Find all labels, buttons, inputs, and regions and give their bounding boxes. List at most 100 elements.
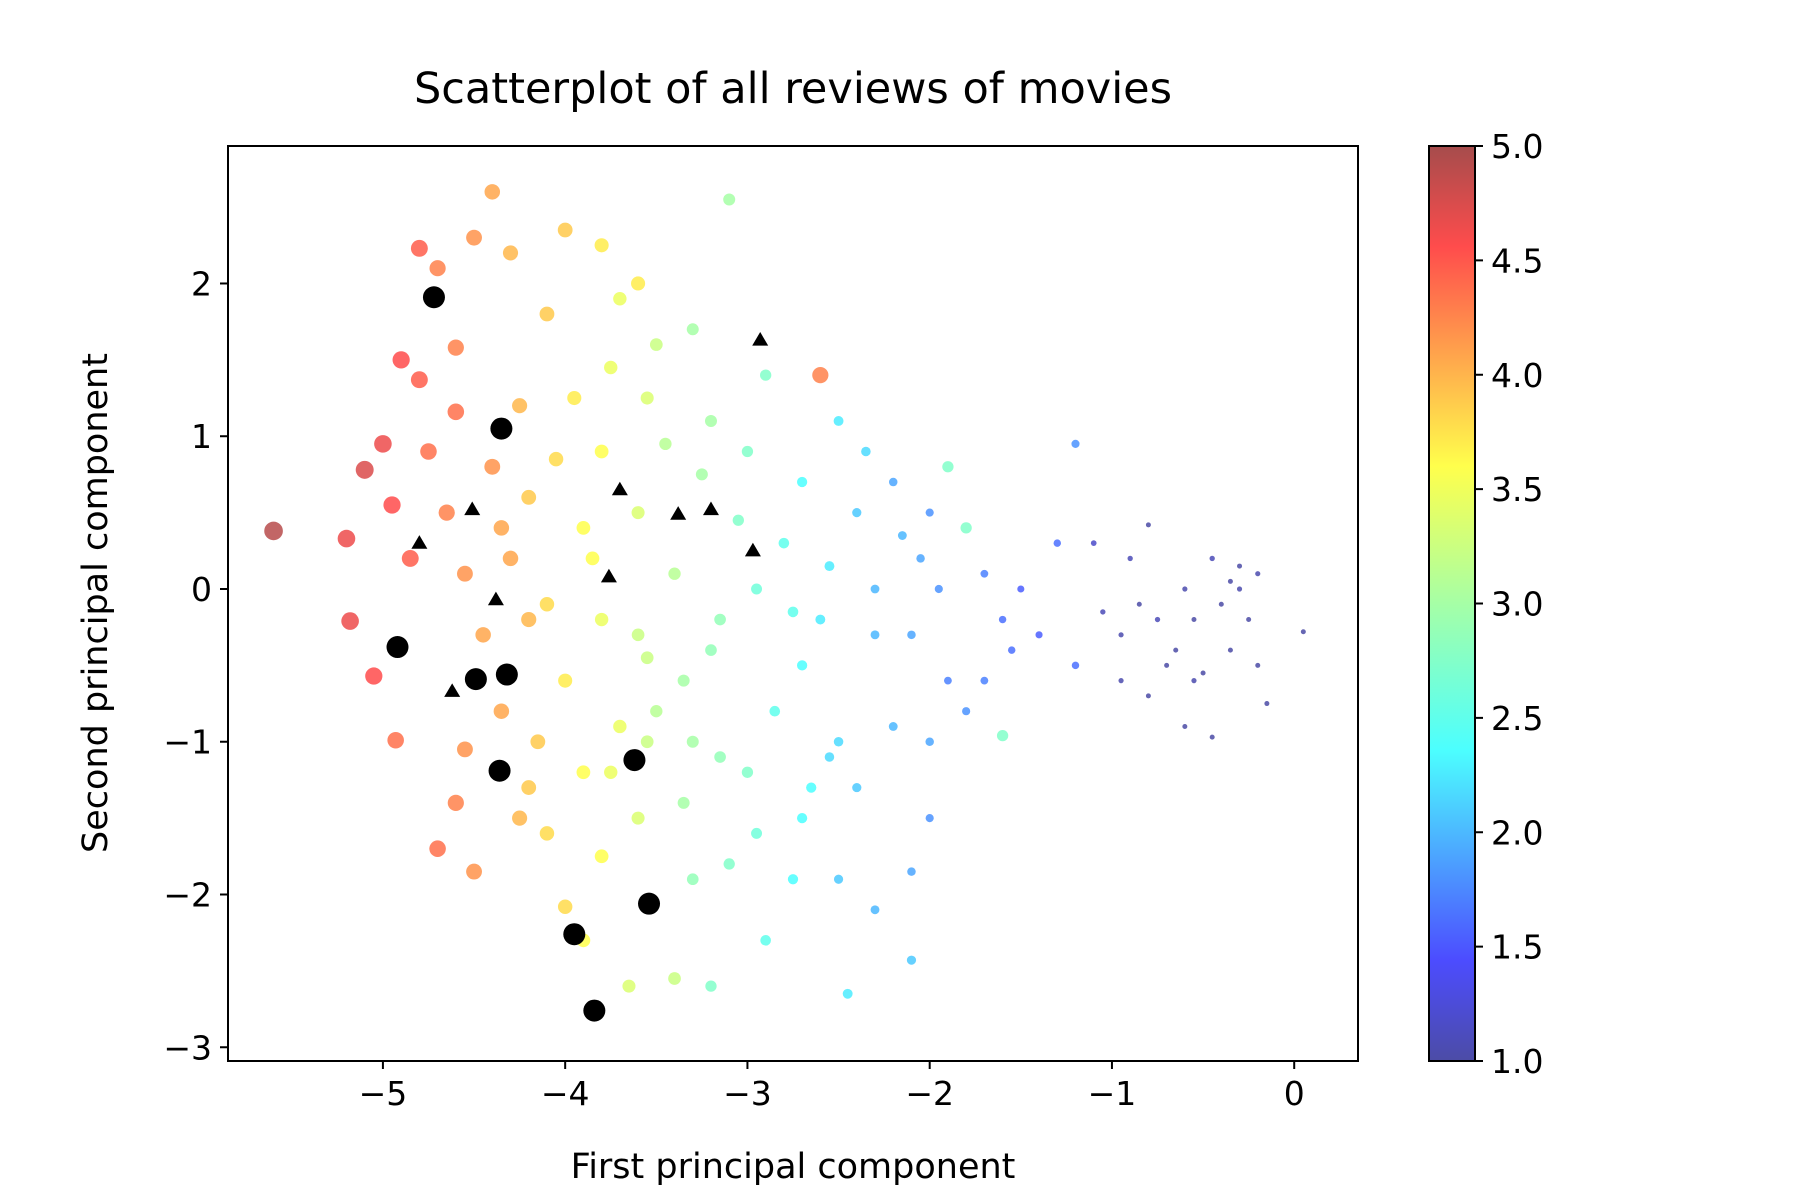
data-point [659,437,672,451]
data-point [604,765,618,779]
data-point [686,873,699,886]
highlight-point [422,286,445,309]
data-point [787,606,799,618]
data-point [996,729,1009,742]
data-point [512,398,528,414]
data-point [760,369,772,381]
data-point [751,827,763,839]
data-point [502,550,519,567]
highlight-point [495,663,518,686]
data-point [558,673,573,688]
data-point [521,489,537,505]
data-point [907,867,916,876]
colorbar-tick-label: 4.5 [1491,241,1543,280]
data-point [631,811,645,825]
data-point [1182,586,1188,592]
data-point [484,184,501,200]
data-point [704,414,717,427]
colorbar-axis: 1.0 1.5 2.0 2.5 3.0 3.5 4.0 4.5 5.0 [1475,127,1543,1081]
data-point [1145,693,1151,699]
data-point [833,416,844,426]
data-point [824,561,835,572]
data-point [861,446,871,457]
x-tick-label: −4 [541,1074,590,1113]
triangle-marker [487,591,504,606]
data-point [1191,617,1197,623]
data-point [1127,555,1133,562]
data-point [447,339,464,356]
data-point [723,193,736,206]
data-point [787,874,799,885]
data-point [420,443,437,460]
data-point [925,508,934,517]
x-tick-label: −5 [359,1074,408,1113]
data-point [649,338,663,351]
data-point [897,531,907,540]
data-point [1164,662,1170,668]
data-point [410,371,428,389]
x-tick-label: 0 [1284,1074,1305,1113]
data-point [613,292,627,306]
colorbar-tick-label: 4.0 [1491,356,1543,395]
data-point [1227,578,1233,584]
data-point [1118,678,1124,684]
data-point [1145,522,1151,528]
data-point [962,707,971,716]
data-point [1237,563,1243,569]
data-point [337,529,356,548]
data-point [812,367,829,384]
data-point [365,667,383,685]
colorbar-tick-label: 2.5 [1491,699,1543,738]
y-tick-label: −3 [163,1028,212,1067]
data-point [842,988,853,999]
data-point [1191,678,1197,684]
y-tick-label: −2 [163,875,212,914]
data-point [631,628,645,642]
data-point [1154,616,1161,623]
x-axis: −5 −4 −3 −2 −1 0 [359,1061,1305,1113]
data-point [640,391,654,405]
data-point [567,390,582,406]
data-point [640,651,654,665]
data-point [1236,586,1243,592]
highlight-point [490,417,513,440]
data-point [925,814,934,823]
data-point [521,611,537,628]
data-point [557,899,573,914]
highlight-point [638,892,661,915]
data-point [438,504,455,521]
y-tick-label: 2 [191,264,212,303]
data-point [502,245,519,261]
data-point [475,627,491,643]
colorbar [1428,145,1476,1062]
data-point [512,810,528,826]
highlight-point [563,923,586,946]
data-point [1255,571,1261,577]
data-point [1017,585,1025,593]
data-point [714,751,726,763]
data-point [1182,723,1188,729]
data-point [576,521,591,535]
data-point [888,722,898,731]
data-point [383,496,401,514]
data-point [944,676,952,685]
data-point [447,403,465,421]
data-point [705,980,717,992]
data-point [1071,439,1080,448]
x-tick-label: −2 [905,1074,954,1113]
data-point [686,323,699,336]
y-axis: −3 −2 −1 0 1 2 [163,264,228,1067]
data-point [1209,734,1215,740]
highlight-point [583,999,606,1022]
highlight-point [488,759,511,782]
data-point [457,565,473,582]
triangle-marker [670,506,687,520]
triangle-marker [752,331,769,346]
plot-area [264,184,1306,1022]
data-point [429,840,446,857]
colorbar-tick-label: 3.5 [1491,470,1543,509]
data-point [769,705,781,717]
data-point [392,351,410,369]
highlight-point [623,749,646,772]
